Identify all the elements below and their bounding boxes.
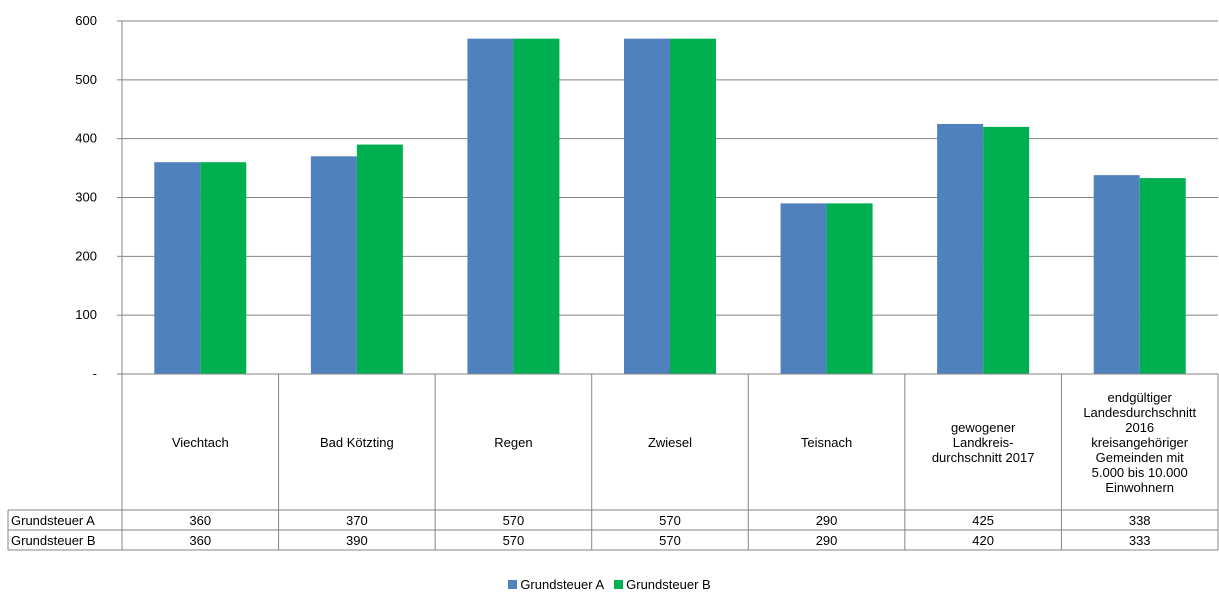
bar-grundsteuer-a	[780, 203, 827, 374]
legend-item: Grundsteuer A	[508, 577, 604, 592]
legend-swatch	[508, 580, 518, 589]
table-cell: 570	[502, 532, 525, 548]
legend-swatch	[614, 580, 624, 589]
table-cell: 370	[345, 512, 368, 528]
table-row-label: Grundsteuer B	[11, 532, 96, 548]
table-row-label: Grundsteuer A	[11, 512, 95, 528]
legend-item: Grundsteuer B	[614, 577, 711, 592]
legend-label: Grundsteuer B	[626, 577, 711, 592]
bar-grundsteuer-a	[310, 156, 357, 374]
table-cell: 390	[345, 532, 368, 548]
category-label: Teisnach	[800, 434, 853, 450]
bar-grundsteuer-b	[670, 38, 716, 375]
table-cell: 290	[815, 512, 838, 528]
table-cell: 333	[1128, 532, 1151, 548]
category-label: Bad Kötzting	[319, 434, 394, 450]
bar-grundsteuer-b	[983, 126, 1030, 375]
y-tick-label: 400	[75, 131, 97, 146]
table-cell: 290	[815, 532, 838, 548]
bar-grundsteuer-b	[356, 144, 403, 374]
table-cell: 360	[189, 512, 212, 528]
bar-grundsteuer-a	[154, 162, 201, 374]
bar-grundsteuer-b	[826, 203, 873, 374]
table-cell: 570	[659, 512, 681, 528]
bar-grundsteuer-a	[467, 38, 514, 375]
bar-grundsteuer-b	[200, 162, 247, 374]
table-cell: 425	[972, 512, 994, 528]
y-tick-label: 200	[75, 248, 97, 263]
y-tick-label: -	[93, 366, 97, 381]
table-cell: 338	[1128, 512, 1151, 528]
bar-grundsteuer-a	[1093, 175, 1140, 374]
category-label: Regen	[494, 434, 533, 450]
y-tick-label: 300	[75, 190, 97, 205]
legend-label: Grundsteuer A	[520, 577, 605, 592]
y-tick-label: 600	[75, 13, 97, 28]
bar-grundsteuer-a	[937, 123, 984, 374]
category-label: Zwiesel	[647, 434, 693, 450]
table-cell: 570	[659, 532, 681, 548]
bar-grundsteuer-b	[1139, 178, 1186, 374]
table-cell: 570	[502, 512, 525, 528]
y-tick-label: 500	[75, 72, 97, 87]
category-label: endgültiger Landesdurchschnitt 2016 kreisan…	[1083, 389, 1197, 495]
category-label: Viechtach	[171, 434, 229, 450]
bar-grundsteuer-b	[513, 38, 560, 375]
category-label: gewogener Landkreis-durchschnitt 2017	[931, 419, 1035, 465]
legend: Grundsteuer A Grundsteuer B	[0, 577, 1219, 592]
table-cell: 420	[972, 532, 994, 548]
bar-grundsteuer-a	[624, 38, 670, 375]
table-cell: 360	[189, 532, 212, 548]
y-tick-label: 100	[75, 307, 97, 322]
